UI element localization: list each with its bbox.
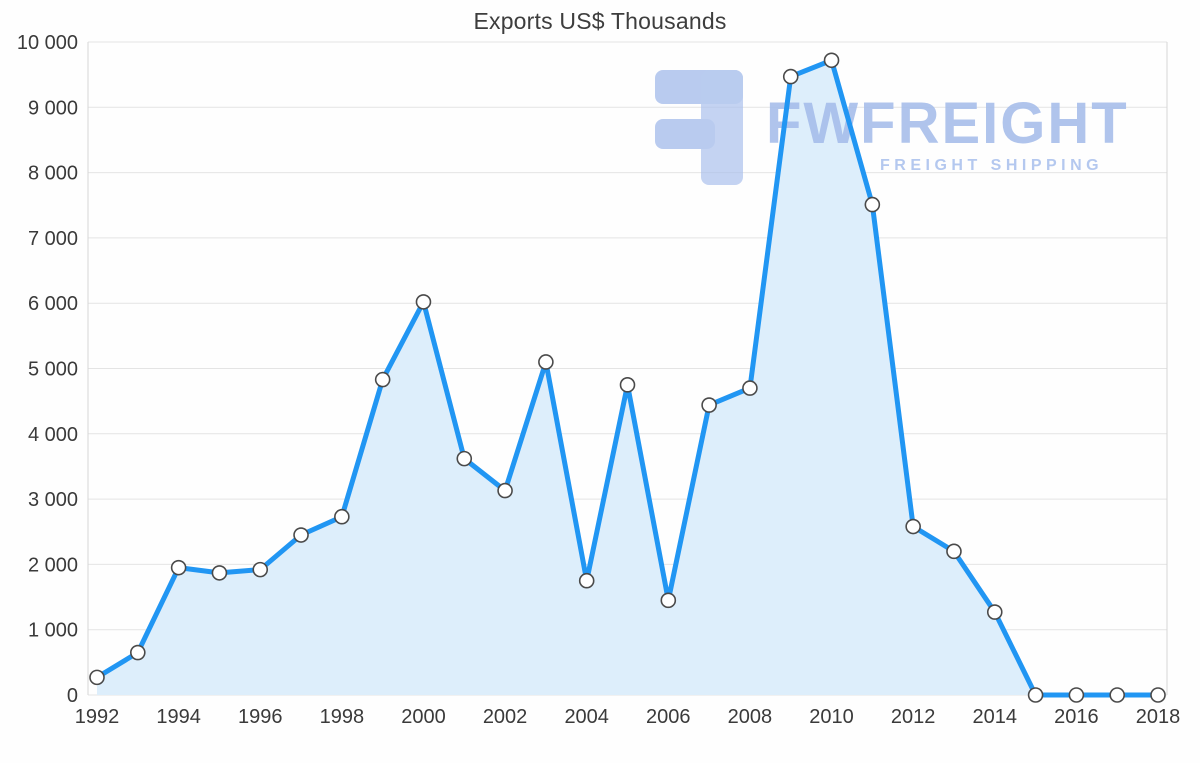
- data-point: [538, 354, 554, 370]
- data-point: [946, 543, 962, 560]
- y-tick-label: 0: [67, 685, 78, 707]
- x-tick-label: 1994: [156, 706, 201, 728]
- x-tick-label: 2016: [1054, 706, 1099, 728]
- x-tick-label: 2014: [973, 706, 1018, 728]
- x-tick-label: 2002: [483, 706, 528, 728]
- y-tick-label: 1 000: [28, 620, 78, 642]
- data-point: [497, 482, 513, 499]
- data-point: [170, 559, 187, 576]
- watermark-subtitle: FREIGHT SHIPPING: [880, 157, 1103, 174]
- area-fill: [97, 60, 1158, 696]
- y-tick-label: 7 000: [28, 228, 78, 250]
- data-point: [1109, 687, 1125, 703]
- data-point: [905, 518, 921, 535]
- data-point: [334, 508, 350, 525]
- data-point: [782, 68, 799, 85]
- data-point: [1068, 687, 1085, 703]
- data-point: [864, 196, 881, 213]
- data-point: [293, 527, 309, 543]
- data-point: [660, 592, 677, 609]
- data-point: [742, 380, 758, 396]
- data-point: [211, 565, 228, 581]
- y-tick-label: 2 000: [28, 554, 78, 576]
- x-tick-label: 1996: [238, 706, 283, 728]
- x-tick-label: 1998: [320, 706, 365, 728]
- chart-title: Exports US$ Thousands: [473, 8, 727, 34]
- data-point: [578, 572, 595, 589]
- data-point: [619, 377, 636, 393]
- logo-vertical-bar: [701, 70, 743, 185]
- data-point: [415, 294, 432, 310]
- x-tick-label: 1992: [75, 706, 120, 728]
- x-tick-label: 2010: [809, 706, 854, 728]
- y-tick-label: 6 000: [28, 293, 78, 315]
- y-tick-label: 5 000: [28, 359, 78, 381]
- x-tick-label: 2018: [1136, 706, 1181, 728]
- data-point: [1150, 687, 1166, 703]
- data-point: [701, 397, 717, 413]
- data-point: [823, 52, 840, 69]
- y-tick-label: 8 000: [28, 163, 78, 185]
- data-point: [130, 644, 146, 661]
- data-point: [89, 669, 105, 686]
- data-point: [986, 604, 1003, 620]
- y-tick-label: 4 000: [28, 424, 78, 446]
- y-tick-label: 3 000: [28, 489, 78, 511]
- x-tick-label: 2008: [728, 706, 773, 728]
- data-point: [252, 561, 269, 578]
- y-tick-label: 9 000: [28, 97, 78, 119]
- x-tick-label: 2004: [564, 706, 609, 728]
- data-point: [374, 371, 391, 388]
- logo-middle-bar: [655, 119, 715, 149]
- data-point: [1027, 687, 1044, 703]
- data-point: [456, 450, 473, 467]
- y-tick-label: 10 000: [17, 32, 78, 54]
- x-tick-label: 2000: [401, 706, 446, 728]
- watermark-brand: FWFREIGHT: [766, 91, 1129, 156]
- x-tick-label: 2006: [646, 706, 691, 728]
- fwfreight-logo-icon: [655, 70, 743, 185]
- x-tick-label: 2012: [891, 706, 936, 728]
